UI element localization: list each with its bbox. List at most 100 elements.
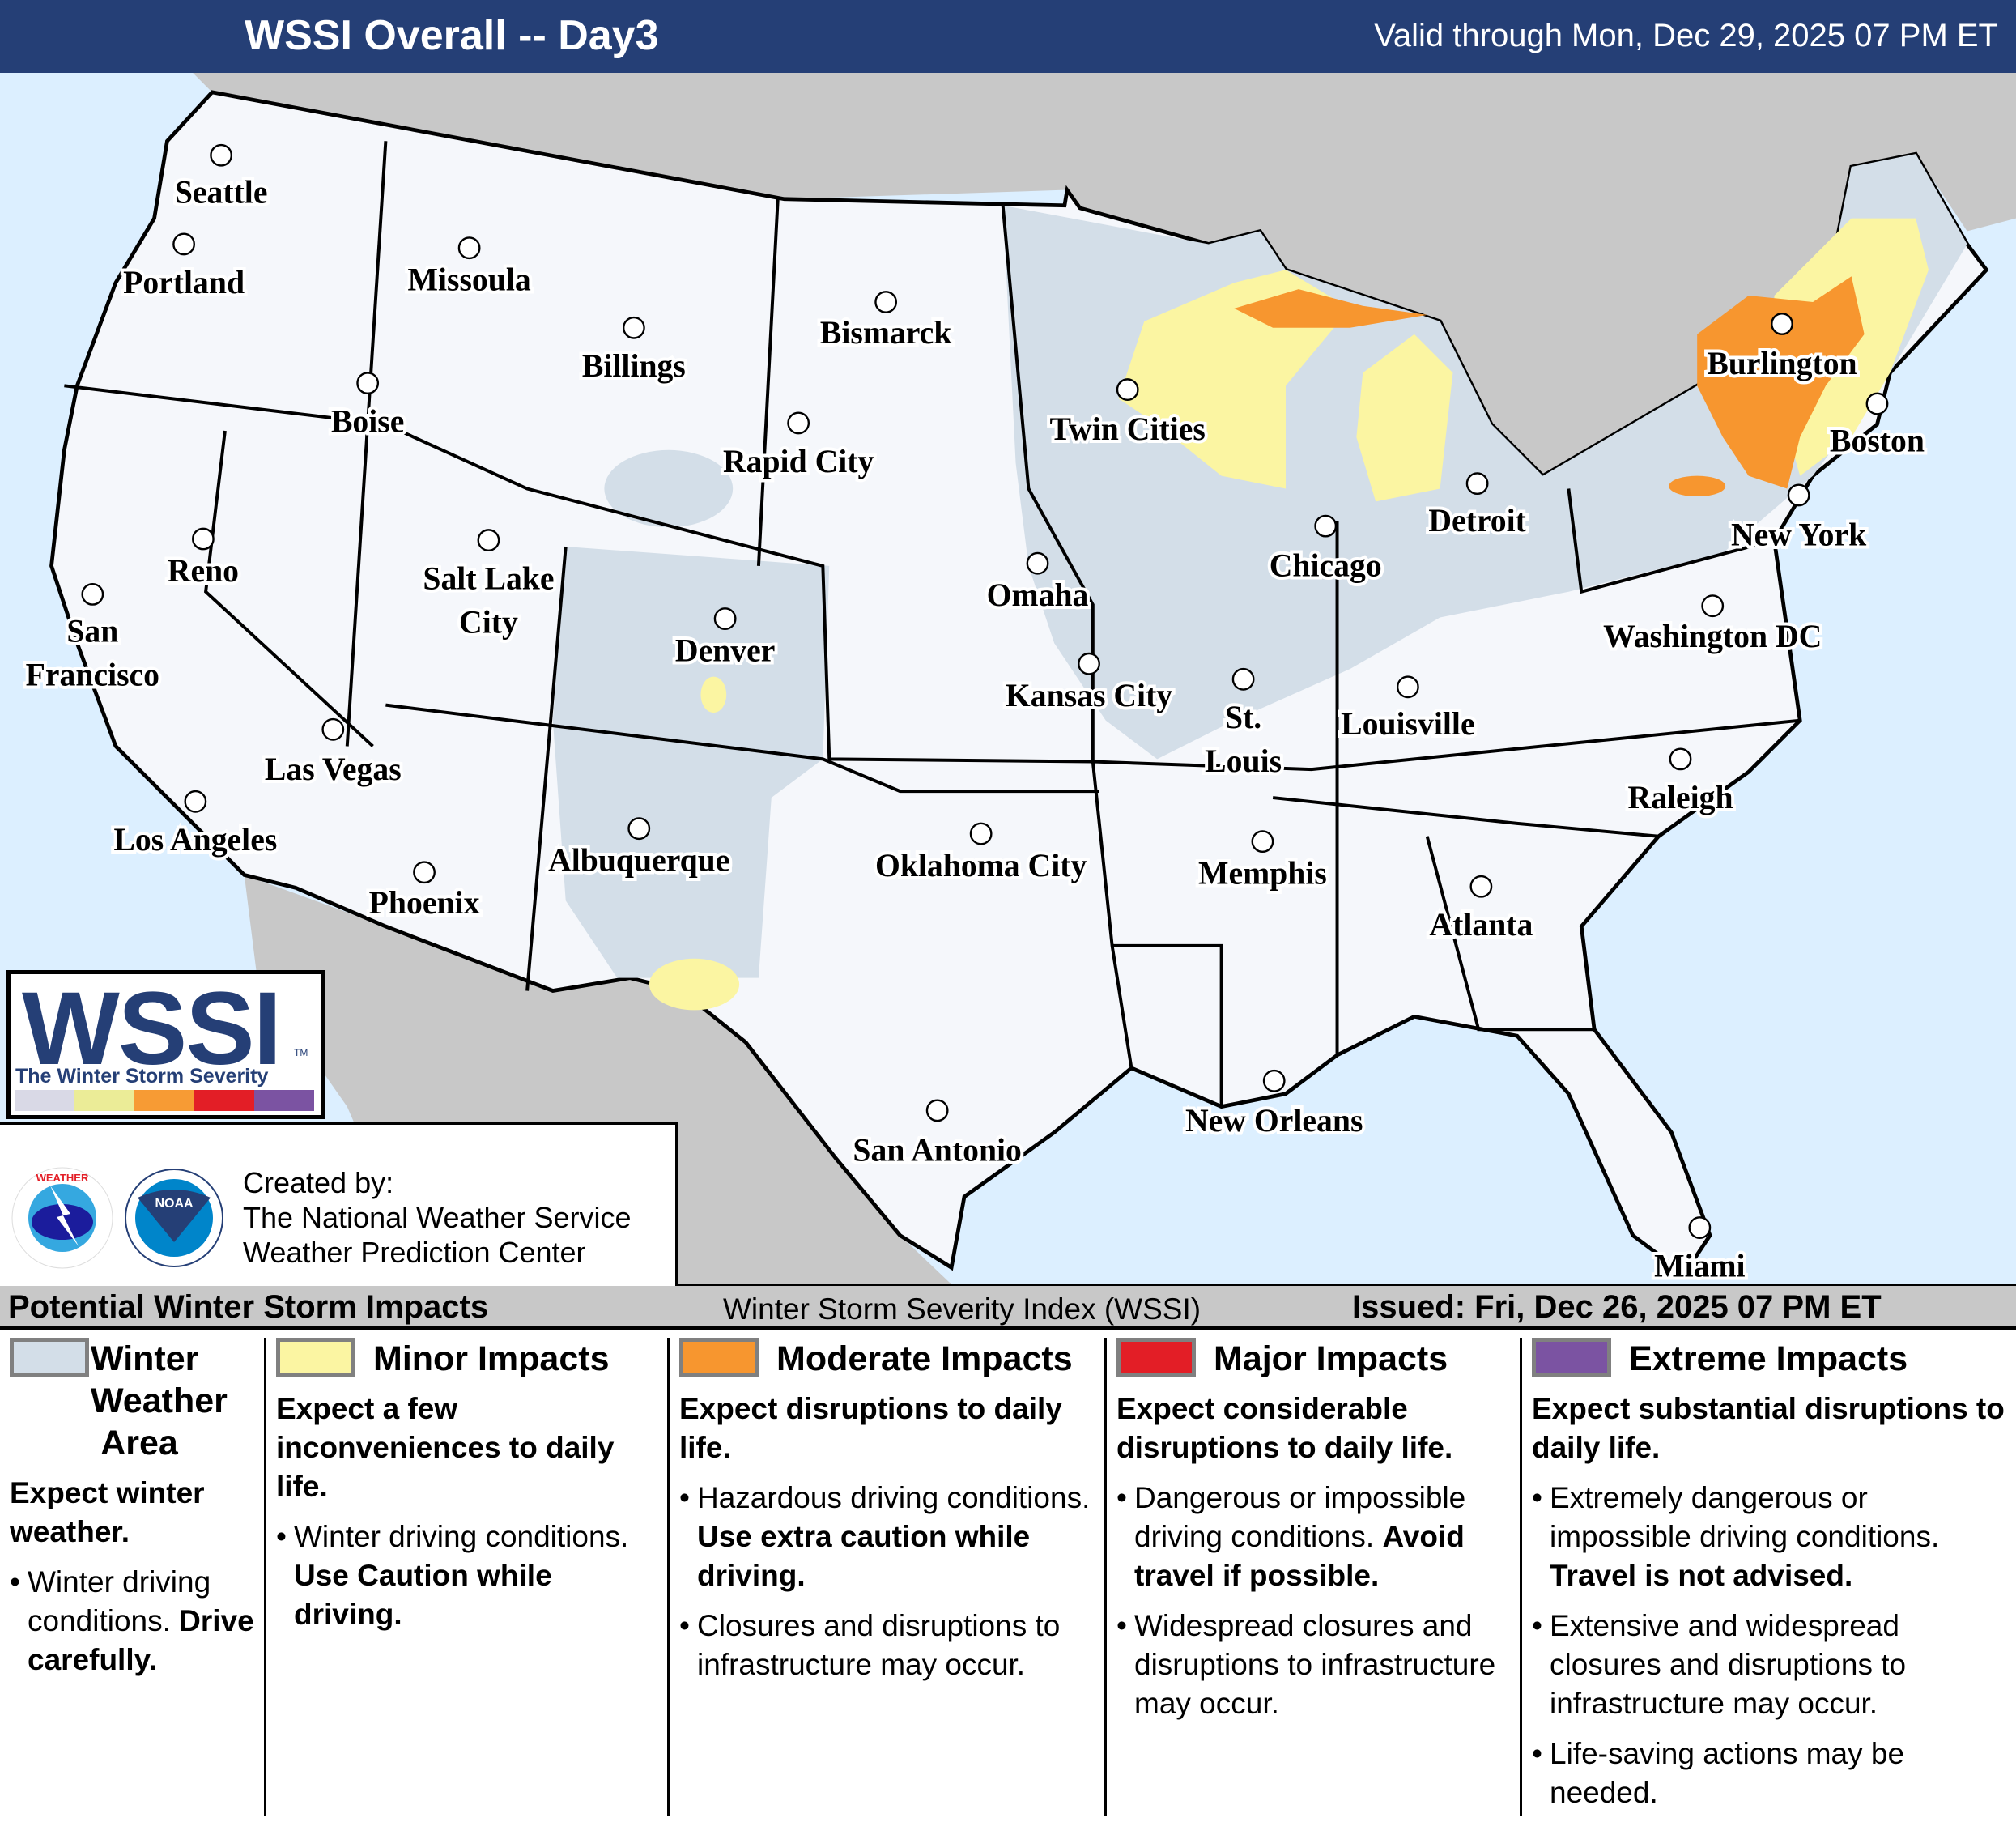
city-markers: Seattle Portland Missoula Billings Bismarck B…	[23, 143, 1928, 1284]
city-label: Salt Lake	[423, 560, 554, 596]
credit-line: Weather Prediction Center	[243, 1236, 586, 1269]
city-label: Louis	[1205, 743, 1282, 779]
wssi-color-bar	[15, 1090, 314, 1111]
credit-text: Created by: The National Weather Service…	[243, 1165, 632, 1270]
city-seattle: Seattle	[172, 143, 270, 214]
city-marker-icon	[210, 143, 233, 167]
city-marker-icon	[1469, 875, 1493, 898]
city-marker-icon	[1231, 667, 1255, 691]
moderate-impact-areas	[1234, 276, 1865, 497]
legend-summary: Expect winter weather.	[10, 1476, 205, 1548]
legend-bullet: Dangerous or impossible driving conditio…	[1116, 1479, 1515, 1595]
legend-heading: Minor Impacts	[276, 1338, 662, 1380]
city-twin-cities: Twin Cities	[1047, 378, 1209, 450]
city-marker-icon	[1701, 594, 1725, 618]
city-label: Atlanta	[1429, 907, 1533, 943]
legend-swatch	[1116, 1338, 1196, 1377]
color-bar-segment	[74, 1090, 134, 1111]
legend-label: Major Impacts	[1214, 1339, 1448, 1378]
city-label: Missoula	[408, 262, 531, 298]
city-label: Francisco	[26, 658, 159, 693]
city-marker-icon	[1669, 747, 1692, 771]
city-label: Rapid City	[723, 444, 874, 479]
wssi-logo-text: WSSI	[22, 971, 282, 1087]
city-las-vegas: Las Vegas	[262, 717, 405, 790]
city-raleigh: Raleigh	[1624, 747, 1737, 819]
legend-bullet: Widespread closures and disruptions to i…	[1116, 1607, 1515, 1723]
city-label: Denver	[675, 633, 775, 669]
city-marker-icon	[787, 411, 810, 435]
city-albuquerque: Albuquerque	[545, 817, 733, 882]
city-label: Billings	[582, 348, 686, 384]
city-denver: Denver	[672, 607, 778, 672]
legend-bullet: Closures and disruptions to infrastructu…	[679, 1607, 1099, 1684]
legend-swatch	[276, 1338, 355, 1377]
legend-swatch	[1532, 1338, 1611, 1377]
legend-header-bar: Potential Winter Storm Impacts Winter St…	[0, 1286, 2016, 1330]
city-marker-icon	[172, 232, 195, 256]
city-los-angeles: Los Angeles	[110, 790, 280, 861]
trademark: TM	[294, 1047, 308, 1058]
city-marker-icon	[413, 861, 436, 884]
legend-bullet: Hazardous driving conditions. Use extra …	[679, 1479, 1099, 1595]
legend-column-minor-impacts: Minor Impacts Expect a few inconveniences…	[266, 1338, 670, 1816]
city-label: Albuquerque	[548, 843, 729, 879]
city-label: Kansas City	[1006, 678, 1172, 713]
city-marker-icon	[874, 291, 898, 313]
city-louisville: Louisville	[1338, 675, 1478, 745]
city-label: San Antonio	[853, 1132, 1022, 1168]
city-boise: Boise	[328, 372, 407, 443]
city-st-louis: St. Louis	[1202, 667, 1285, 782]
legend-column-major-impacts: Major Impacts Expect considerable disrupt…	[1107, 1338, 1522, 1816]
legend-swatch	[679, 1338, 759, 1377]
city-marker-icon	[1771, 313, 1793, 335]
city-burlington: Burlington	[1703, 313, 1861, 385]
legend-heading: Extreme Impacts	[1532, 1338, 2011, 1380]
city-new-york: New York	[1728, 483, 1870, 556]
legend-label: Moderate Impacts	[776, 1339, 1073, 1378]
city-marker-icon	[1865, 392, 1889, 415]
city-chicago: Chicago	[1266, 514, 1385, 587]
city-label: Washington DC	[1603, 619, 1822, 654]
city-marker-icon	[925, 1099, 949, 1122]
legend-bullet: Winter driving conditions. Use Caution w…	[276, 1518, 662, 1634]
city-kansas-city: Kansas City	[1002, 652, 1176, 717]
city-oklahoma-city: Oklahoma City	[872, 822, 1090, 887]
city-label: San	[66, 614, 118, 649]
city-marker-icon	[1688, 1216, 1712, 1239]
city-label: Portland	[123, 265, 245, 300]
city-marker-icon	[184, 790, 207, 813]
city-marker-icon	[321, 717, 345, 741]
legend-column-extreme-impacts: Extreme Impacts Expect substantial disrup…	[1522, 1338, 2016, 1816]
city-marker-icon	[1314, 514, 1338, 538]
city-label: Raleigh	[1627, 780, 1733, 815]
city-marker-icon	[477, 529, 500, 552]
city-label: Louisville	[1341, 706, 1474, 742]
city-label: Twin Cities	[1050, 411, 1206, 447]
city-marker-icon	[192, 527, 215, 551]
credit-box: WEATHER NOAA Created by: The National We…	[0, 1122, 678, 1287]
city-marker-icon	[1026, 551, 1049, 575]
color-bar-segment	[134, 1090, 194, 1111]
state-borders	[64, 141, 1801, 1107]
color-bar-segment	[15, 1090, 74, 1111]
legend-summary: Expect considerable disruptions to daily…	[1116, 1392, 1453, 1464]
nws-logo-icon: WEATHER	[11, 1167, 113, 1269]
issued-time: Issued: Fri, Dec 26, 2025 07 PM ET	[1352, 1289, 1882, 1325]
city-new-orleans: New Orleans	[1182, 1069, 1366, 1142]
city-marker-icon	[356, 372, 380, 395]
city-label: Boston	[1830, 423, 1925, 458]
city-marker-icon	[1396, 675, 1419, 699]
legend-column-winter-weather-area: Winter Weather Area Expect winter weather…	[0, 1338, 266, 1816]
city-label: Seattle	[175, 175, 268, 211]
city-marker-icon	[1465, 472, 1489, 496]
city-miami: Miami	[1651, 1216, 1749, 1284]
city-marker-icon	[1787, 483, 1810, 507]
color-bar-segment	[254, 1090, 314, 1111]
city-marker-icon	[1078, 652, 1100, 675]
legend-bullet: Life-saving actions may be needed.	[1532, 1735, 2011, 1812]
noaa-logo-icon: NOAA	[125, 1169, 223, 1267]
city-detroit: Detroit	[1425, 472, 1530, 542]
legend-summary: Expect a few inconveniences to daily lif…	[276, 1392, 615, 1503]
legend-heading: Major Impacts	[1116, 1338, 1515, 1380]
